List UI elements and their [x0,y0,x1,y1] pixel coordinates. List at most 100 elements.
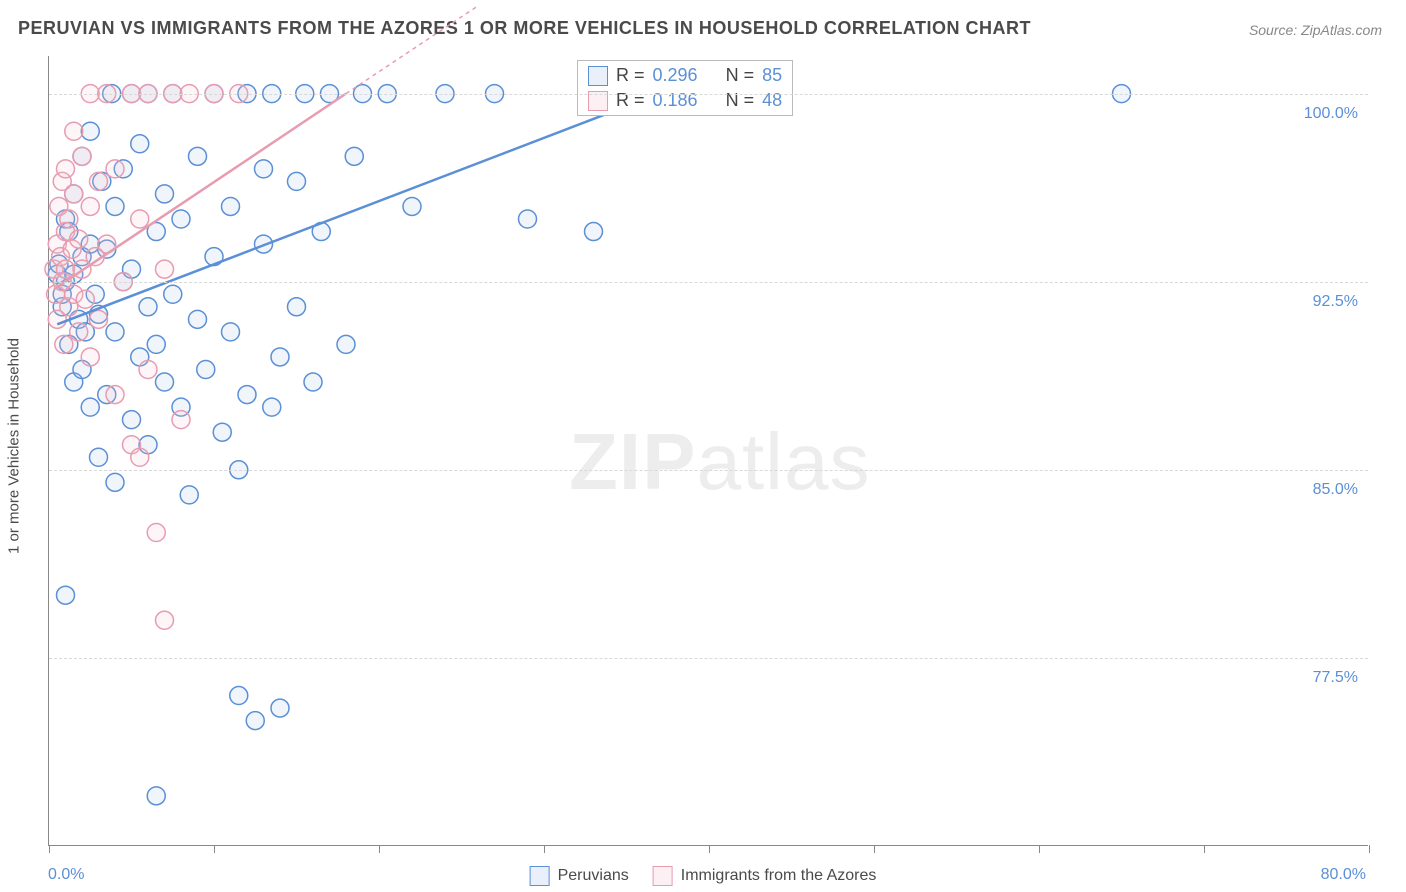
scatter-point [156,185,174,203]
x-tick [709,845,710,853]
scatter-point [123,411,141,429]
scatter-point [65,122,83,140]
scatter-point [57,260,75,278]
stats-row: R = 0.296 N = 85 [578,63,792,88]
scatter-point [337,335,355,353]
legend-label: Peruvians [558,867,629,885]
y-tick-label: 100.0% [1304,105,1358,123]
series-legend: Peruvians Immigrants from the Azores [530,866,877,886]
scatter-point [288,298,306,316]
stat-r-value: 0.296 [653,65,698,86]
y-axis-title: 1 or more Vehicles in Household [6,338,23,554]
scatter-point [70,230,88,248]
x-tick [1039,845,1040,853]
scatter-point [255,160,273,178]
plot-area: ZIPatlas R = 0.296N = 85R = 0.186N = 48 … [48,56,1368,846]
scatter-point [263,398,281,416]
stat-r-label: R = [616,65,645,86]
scatter-point [180,486,198,504]
scatter-point [222,323,240,341]
x-tick [874,845,875,853]
x-tick [1369,845,1370,853]
scatter-point [81,197,99,215]
scatter-point [238,386,256,404]
scatter-point [197,360,215,378]
scatter-point [131,135,149,153]
scatter-point [519,210,537,228]
scatter-point [106,160,124,178]
x-axis-min-label: 0.0% [48,866,84,884]
gridline [49,658,1368,659]
scatter-point [139,360,157,378]
scatter-point [585,223,603,241]
stats-row: R = 0.186N = 48 [578,88,792,113]
scatter-point [60,210,78,228]
correlation-stats-box: R = 0.296 N = 85R = 0.186N = 48 [577,60,793,116]
scatter-point [271,348,289,366]
stat-n-value: 85 [762,65,782,86]
y-tick-label: 85.0% [1313,481,1358,499]
scatter-point [164,285,182,303]
scatter-point [106,323,124,341]
scatter-point [189,310,207,328]
scatter-point [57,586,75,604]
y-tick-label: 92.5% [1313,293,1358,311]
scatter-point [90,310,108,328]
scatter-point [147,335,165,353]
scatter-point [345,147,363,165]
scatter-point [156,611,174,629]
scatter-point [156,260,174,278]
scatter-point [304,373,322,391]
scatter-point [57,160,75,178]
scatter-point [65,185,83,203]
trend-line [54,94,346,290]
source-attribution: Source: ZipAtlas.com [1249,22,1382,38]
x-tick [544,845,545,853]
gridline [49,470,1368,471]
legend-swatch [653,866,673,886]
scatter-point [172,411,190,429]
scatter-point [70,323,88,341]
scatter-point [81,348,99,366]
gridline [49,94,1368,95]
legend-item: Peruvians [530,866,629,886]
legend-swatch [588,66,608,86]
legend-item: Immigrants from the Azores [653,866,877,886]
scatter-point [81,398,99,416]
scatter-point [76,290,94,308]
x-axis-max-label: 80.0% [1321,866,1366,884]
scatter-chart [49,56,1368,845]
gridline [49,282,1368,283]
x-tick [49,845,50,853]
y-tick-label: 77.5% [1313,669,1358,687]
scatter-point [172,210,190,228]
scatter-point [222,197,240,215]
scatter-point [147,787,165,805]
scatter-point [73,147,91,165]
stat-n-label: N = [726,65,755,86]
scatter-point [106,386,124,404]
scatter-point [213,423,231,441]
x-tick [1204,845,1205,853]
scatter-point [55,335,73,353]
legend-label: Immigrants from the Azores [681,867,877,885]
scatter-point [271,699,289,717]
scatter-point [131,210,149,228]
scatter-point [90,172,108,190]
scatter-point [106,197,124,215]
scatter-point [106,473,124,491]
scatter-point [230,687,248,705]
trend-line [57,94,659,325]
scatter-point [246,712,264,730]
x-tick [214,845,215,853]
scatter-point [90,448,108,466]
scatter-point [81,122,99,140]
x-tick [379,845,380,853]
scatter-point [139,298,157,316]
scatter-point [156,373,174,391]
scatter-point [189,147,207,165]
scatter-point [288,172,306,190]
scatter-point [131,448,149,466]
chart-title: PERUVIAN VS IMMIGRANTS FROM THE AZORES 1… [18,18,1031,39]
scatter-point [147,524,165,542]
